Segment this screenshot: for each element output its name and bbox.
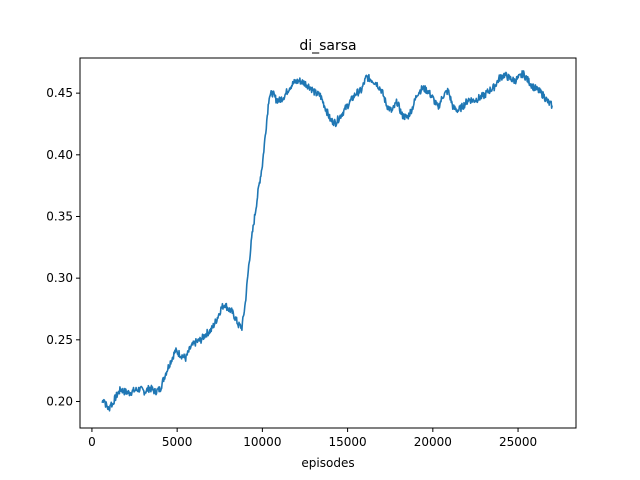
x-tick-label: 5000 <box>162 435 193 449</box>
x-tick-label: 15000 <box>329 435 367 449</box>
y-tick-label: 0.25 <box>46 333 73 347</box>
y-tick-label: 0.35 <box>46 209 73 223</box>
series-group <box>101 70 553 412</box>
x-tick-label: 25000 <box>499 435 537 449</box>
y-tick-label: 0.45 <box>46 86 73 100</box>
x-tick-label: 10000 <box>243 435 281 449</box>
y-axis: 0.20 0.25 0.30 0.35 0.40 0.45 <box>46 86 80 408</box>
x-axis-label: episodes <box>301 456 354 470</box>
x-tick-label: 0 <box>88 435 96 449</box>
series-line <box>101 70 553 412</box>
chart-title: di_sarsa <box>299 38 356 54</box>
y-tick-label: 0.20 <box>46 394 73 408</box>
plot-frame <box>79 57 577 429</box>
x-tick-label: 20000 <box>414 435 452 449</box>
y-tick-label: 0.30 <box>46 271 73 285</box>
x-axis: 0 5000 10000 15000 20000 25000 <box>88 428 537 449</box>
y-tick-label: 0.40 <box>46 148 73 162</box>
